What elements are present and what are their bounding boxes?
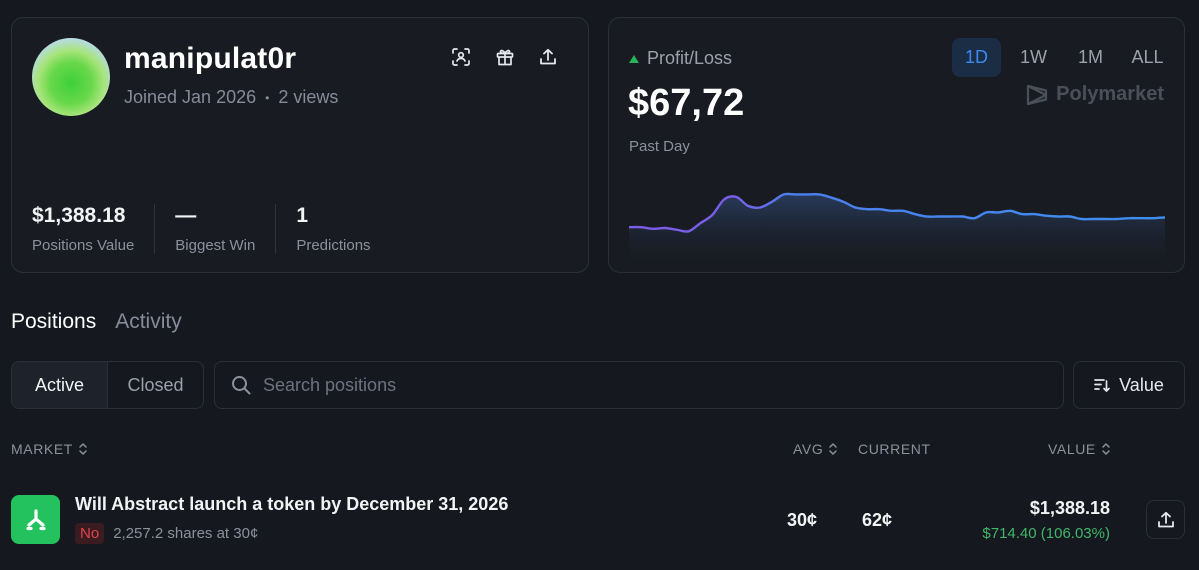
range-tabs: 1D 1W 1M ALL xyxy=(952,38,1172,77)
profile-card: manipulat0r Joined Jan 2026 • 2 views $1… xyxy=(11,17,589,273)
share-icon[interactable] xyxy=(537,46,559,68)
market-column-header[interactable]: MARKET xyxy=(11,441,88,457)
market-title[interactable]: Will Abstract launch a token by December… xyxy=(75,494,509,514)
sort-toggle-icon xyxy=(79,443,87,455)
brand-name: Polymarket xyxy=(1056,83,1164,105)
avatar xyxy=(32,38,110,116)
pnl-chart xyxy=(629,192,1165,260)
value-column-header[interactable]: VALUE xyxy=(1048,441,1111,457)
pnl-title: Profit/Loss xyxy=(629,48,732,69)
value-amount: $1,388.18 xyxy=(1029,498,1110,518)
range-tab-1d[interactable]: 1D xyxy=(952,38,1001,77)
stat-value: — xyxy=(175,204,197,227)
search-box xyxy=(214,361,1064,409)
gift-icon[interactable] xyxy=(494,46,516,68)
position-value: $1,388.18 $714.40 (106.03%) xyxy=(982,498,1110,542)
header-label: CURRENT xyxy=(858,441,931,457)
range-tab-all[interactable]: ALL xyxy=(1131,47,1164,67)
polymarket-brand: Polymarket xyxy=(1026,83,1164,106)
market-logo-icon xyxy=(11,495,60,544)
stat-positions-value: $1,388.18 Positions Value xyxy=(32,204,154,254)
header-label: AVG xyxy=(793,441,824,457)
sort-label: Value xyxy=(1119,374,1164,395)
stat-label: Predictions xyxy=(296,237,371,254)
stat-label: Biggest Win xyxy=(175,237,256,254)
tab-positions[interactable]: Positions xyxy=(11,310,97,333)
shares-info: 2,257.2 shares at 30¢ xyxy=(113,525,259,542)
pnl-title-label: Profit/Loss xyxy=(647,48,733,68)
stat-label: Positions Value xyxy=(32,237,135,254)
pnl-period: Past Day xyxy=(629,138,690,155)
closed-filter-button[interactable]: Closed xyxy=(127,374,184,395)
avg-price: 30¢ xyxy=(787,510,818,530)
tab-activity[interactable]: Activity xyxy=(115,310,182,333)
share-position-button[interactable] xyxy=(1146,500,1185,539)
current-price: 62¢ xyxy=(862,510,893,530)
active-filter-button[interactable]: Active xyxy=(12,362,108,408)
header-label: VALUE xyxy=(1048,441,1096,457)
market-subtitle: No 2,257.2 shares at 30¢ xyxy=(75,523,258,544)
avg-column-header[interactable]: AVG xyxy=(793,441,838,457)
stat-biggest-win: — Biggest Win xyxy=(154,204,275,254)
profile-meta: Joined Jan 2026 • 2 views xyxy=(124,87,338,108)
sort-toggle-icon xyxy=(829,443,838,455)
stat-predictions: 1 Predictions xyxy=(275,204,390,254)
pnl-value: $67,72 xyxy=(628,82,745,124)
range-tab-1m[interactable]: 1M xyxy=(1077,47,1103,67)
sort-toggle-icon xyxy=(1102,443,1110,455)
scan-icon[interactable] xyxy=(450,46,472,68)
search-icon xyxy=(232,376,251,395)
main-tabs: Positions Activity xyxy=(11,310,182,334)
username: manipulat0r xyxy=(124,42,297,75)
status-toggle: Active Closed xyxy=(11,361,204,409)
sort-button[interactable]: Value xyxy=(1073,361,1185,409)
share-icon xyxy=(1157,511,1174,527)
outcome-badge: No xyxy=(75,523,105,544)
view-count: 2 views xyxy=(278,87,339,107)
stat-value: $1,388.18 xyxy=(32,204,126,227)
pnl-card: Profit/Loss $67,72 Past Day 1D 1W 1M ALL… xyxy=(608,17,1185,273)
chart-area xyxy=(629,193,1165,260)
stat-value: 1 xyxy=(296,204,309,227)
header-label: MARKET xyxy=(11,441,73,457)
joined-date: Joined Jan 2026 xyxy=(124,87,257,107)
polymarket-logo-icon xyxy=(1027,84,1048,105)
trend-up-icon xyxy=(629,54,639,63)
chart-line xyxy=(629,192,1165,233)
meta-separator: • xyxy=(265,90,270,105)
value-change: $714.40 (106.03%) xyxy=(982,525,1110,542)
current-column-header: CURRENT xyxy=(858,441,931,457)
sort-icon xyxy=(1094,379,1110,393)
profile-stats: $1,388.18 Positions Value — Biggest Win … xyxy=(32,204,391,254)
range-tab-1w[interactable]: 1W xyxy=(1020,47,1047,67)
search-input[interactable] xyxy=(263,374,1023,396)
